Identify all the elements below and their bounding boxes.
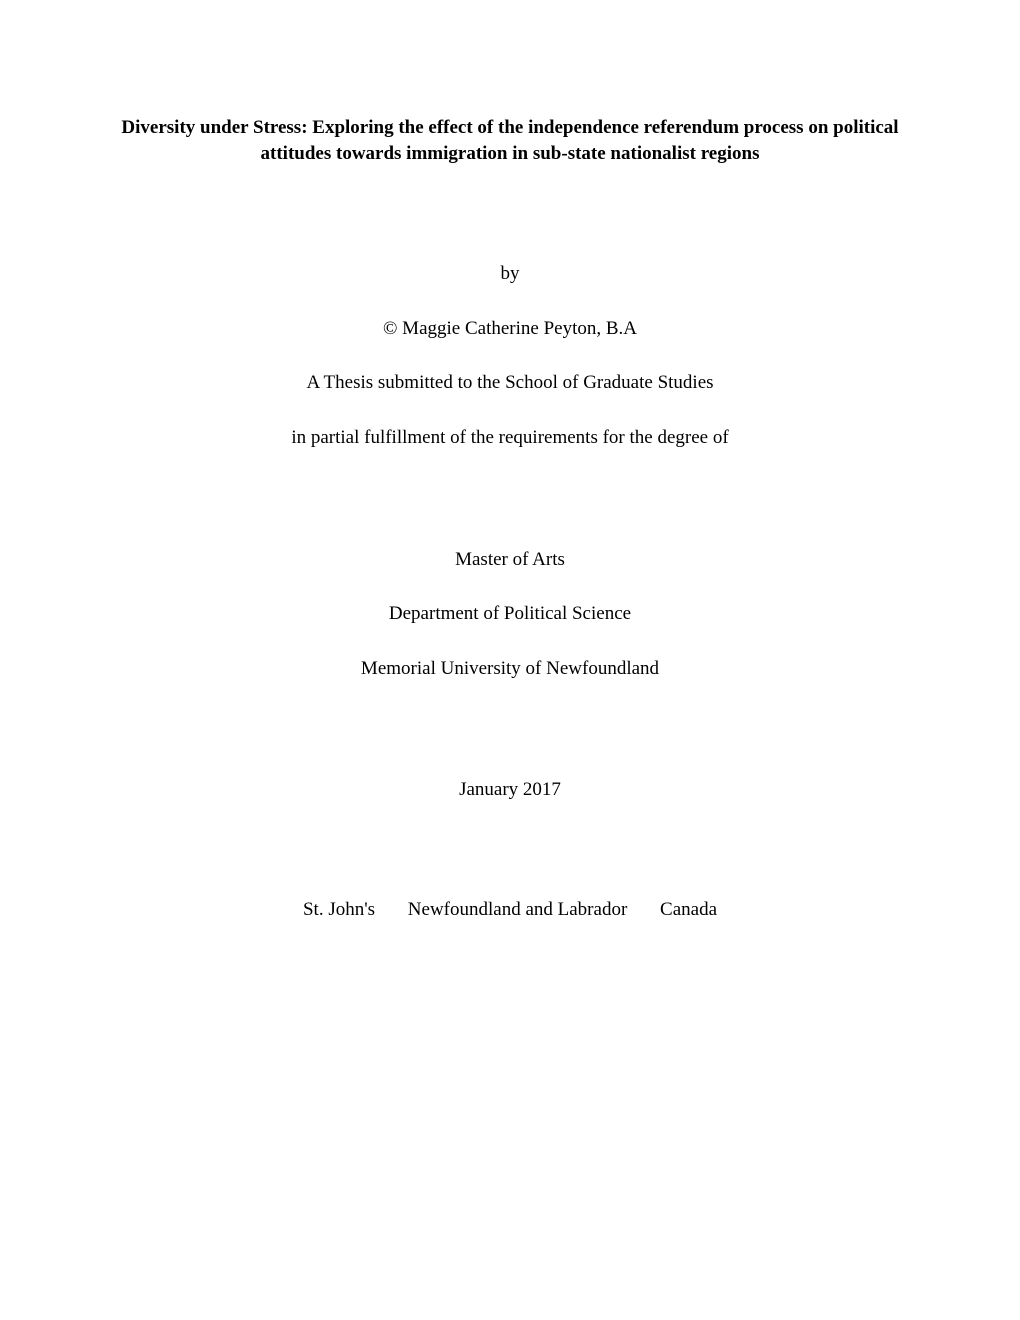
university-name: Memorial University of Newfoundland: [120, 656, 900, 683]
location-city: St. John's: [303, 899, 375, 921]
author-name: © Maggie Catherine Peyton, B.A: [120, 316, 900, 343]
location-line: St. John's Newfoundland and Labrador Can…: [120, 899, 900, 921]
fulfillment-line: in partial fulfillment of the requiremen…: [120, 425, 900, 452]
degree-name: Master of Arts: [120, 547, 900, 574]
by-line: by: [120, 261, 900, 288]
location-province: Newfoundland and Labrador: [408, 899, 627, 921]
department-name: Department of Political Science: [120, 601, 900, 628]
thesis-title: Diversity under Stress: Exploring the ef…: [120, 115, 900, 166]
submission-date: January 2017: [120, 777, 900, 804]
location-country: Canada: [660, 899, 717, 921]
thesis-submission-line: A Thesis submitted to the School of Grad…: [120, 370, 900, 397]
